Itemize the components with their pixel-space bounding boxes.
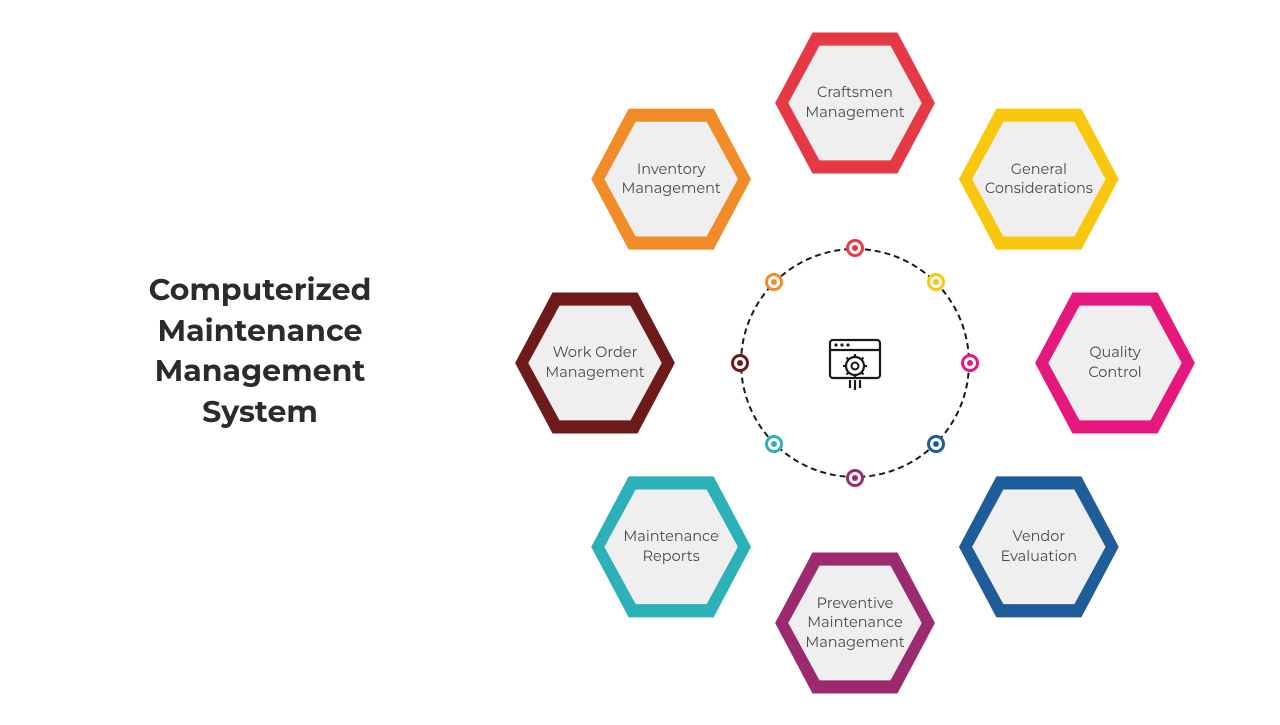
hex-node: General Considerations bbox=[954, 104, 1124, 254]
connector-dot bbox=[765, 273, 783, 291]
hex-node: Work Order Management bbox=[510, 288, 680, 438]
hex-node: Quality Control bbox=[1030, 288, 1200, 438]
hex-node: Preventive Maintenance Management bbox=[770, 548, 940, 698]
connector-dot bbox=[846, 239, 864, 257]
hex-node: Vendor Evaluation bbox=[954, 472, 1124, 622]
connector-dot bbox=[927, 435, 945, 453]
connector-dot bbox=[731, 354, 749, 372]
connector-dot bbox=[846, 469, 864, 487]
cmms-radial-diagram: Craftsmen ManagementGeneral Consideratio… bbox=[490, 5, 1210, 725]
page-title: Computerized Maintenance Management Syst… bbox=[110, 270, 410, 432]
connector-dot bbox=[961, 354, 979, 372]
connector-dot bbox=[927, 273, 945, 291]
hex-node: Maintenance Reports bbox=[586, 472, 756, 622]
hex-node: Craftsmen Management bbox=[770, 28, 940, 178]
hex-node: Inventory Management bbox=[586, 104, 756, 254]
settings-window-icon bbox=[825, 335, 885, 391]
connector-dot bbox=[765, 435, 783, 453]
